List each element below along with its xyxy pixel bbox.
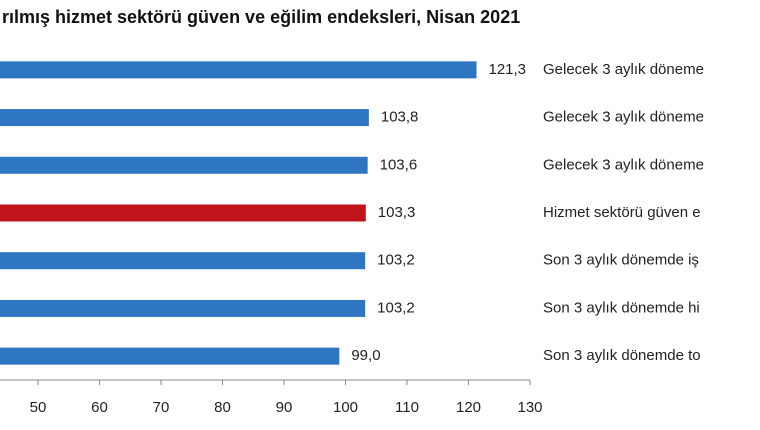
category-label: Son 3 aylık dönemde iş xyxy=(543,252,699,269)
category-label: Son 3 aylık dönemde hi xyxy=(543,299,700,316)
x-tick-label: 70 xyxy=(153,399,170,416)
bar xyxy=(0,61,477,79)
category-label: Hizmet sektörü güven e xyxy=(543,204,701,221)
x-tick-label: 120 xyxy=(456,399,481,416)
bar xyxy=(0,204,366,222)
bar xyxy=(0,252,366,270)
x-tick-label: 100 xyxy=(333,399,358,416)
x-tick-label: 50 xyxy=(30,399,47,416)
value-label: 121,3 xyxy=(488,61,526,78)
value-label: 103,2 xyxy=(377,299,415,316)
value-label: 103,2 xyxy=(377,252,415,269)
bar xyxy=(0,156,368,174)
x-tick-label: 80 xyxy=(214,399,231,416)
x-tick-label: 110 xyxy=(395,399,419,416)
category-label: Gelecek 3 aylık döneme xyxy=(543,109,704,126)
bar xyxy=(0,347,340,365)
bar xyxy=(0,109,369,127)
chart-title: rılmış hizmet sektörü güven ve eğilim en… xyxy=(2,7,520,27)
bar xyxy=(0,299,366,317)
value-label: 103,8 xyxy=(381,109,419,126)
x-tick-label: 60 xyxy=(91,399,108,416)
category-label: Gelecek 3 aylık döneme xyxy=(543,156,704,173)
value-label: 103,3 xyxy=(378,204,416,221)
value-label: 103,6 xyxy=(380,156,418,173)
category-label: Gelecek 3 aylık döneme xyxy=(543,61,704,78)
x-tick-label: 130 xyxy=(517,399,542,416)
value-label: 99,0 xyxy=(351,347,380,364)
x-tick-label: 90 xyxy=(276,399,293,416)
category-label: Son 3 aylık dönemde to xyxy=(543,347,701,364)
